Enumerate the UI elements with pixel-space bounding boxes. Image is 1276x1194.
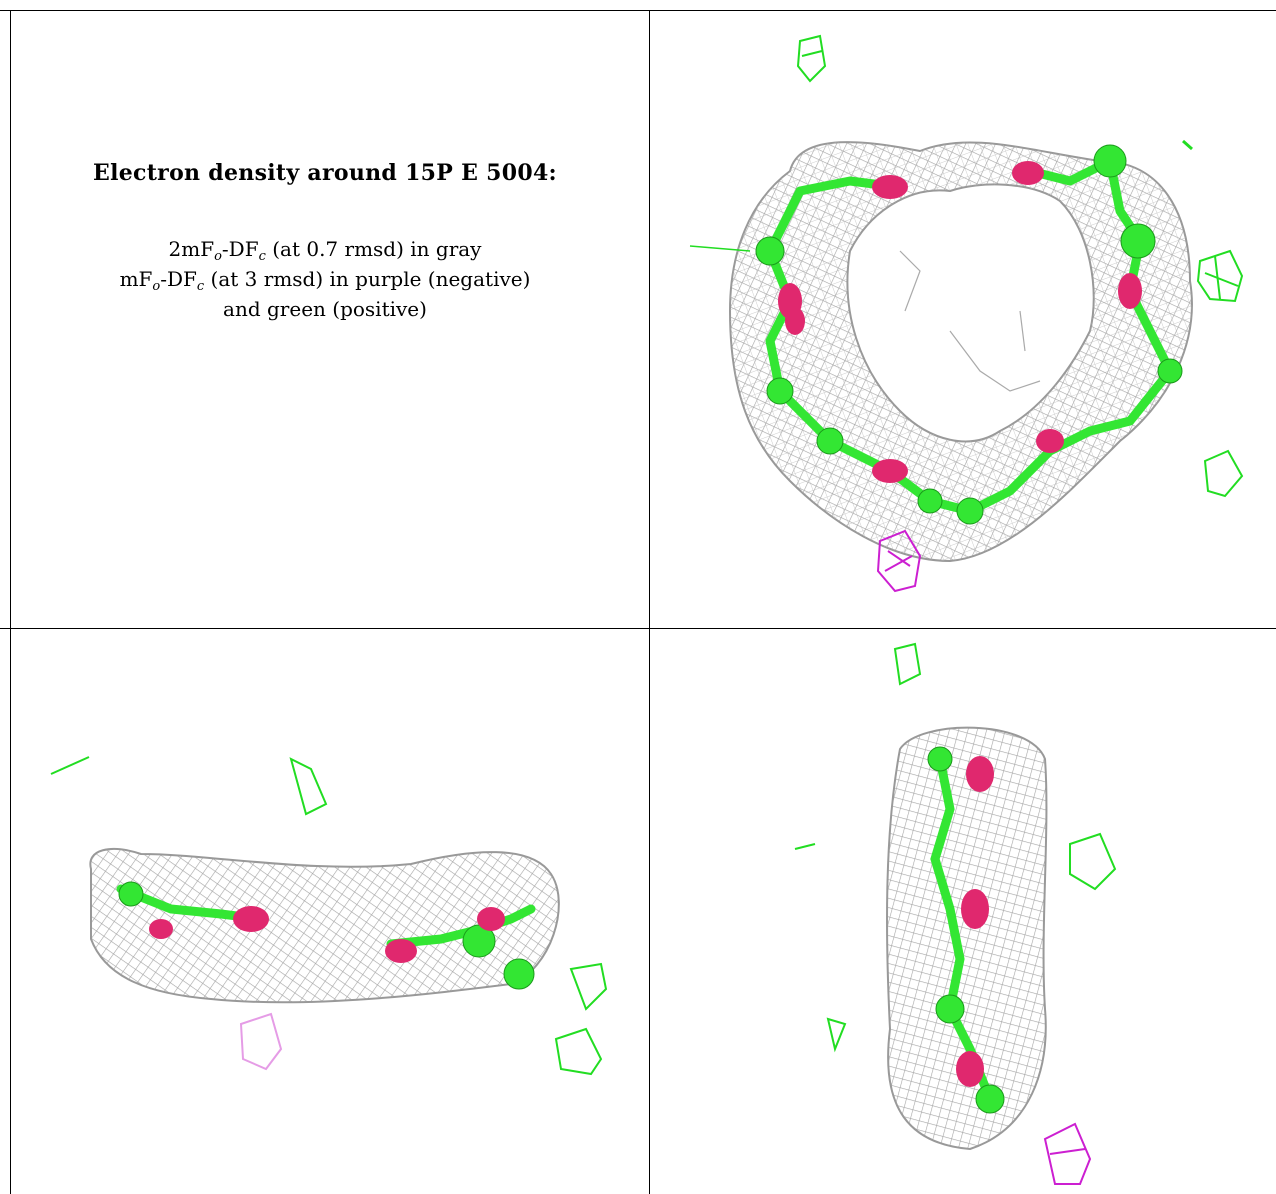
end-view-svg (794, 642, 1117, 1185)
side-view-svg (50, 756, 608, 1076)
negative-density (239, 1012, 283, 1071)
density-side-view (11, 629, 649, 1194)
caption-line-positive: and green (positive) (223, 297, 427, 321)
caption-cell: Electron density around 15P E 5004: 2mFo… (20, 160, 630, 324)
top-border (0, 10, 1276, 11)
top-view-svg (689, 34, 1244, 593)
left-border (10, 10, 11, 1194)
positive-density-2 (1196, 249, 1244, 303)
positive-density (289, 757, 608, 1076)
positive-density-1 (796, 34, 827, 83)
caption-line-mfo: mFo-DFc (at 3 rmsd) in purple (negative) (119, 267, 531, 294)
mesh-rod (89, 848, 560, 1004)
density-end-view (650, 629, 1276, 1194)
negative-density (1043, 1122, 1092, 1185)
center-border (649, 10, 650, 1194)
caption-title: Electron density around 15P E 5004: (93, 160, 557, 186)
positive-density-3 (1203, 449, 1244, 498)
middle-border (0, 628, 1276, 629)
density-top-view (650, 11, 1276, 628)
positive-density (826, 642, 1117, 1053)
negative-density (876, 529, 922, 593)
caption-line-2mfo: 2mFo-DFc (at 0.7 rmsd) in gray (168, 237, 482, 264)
mesh-column (886, 726, 1048, 1151)
